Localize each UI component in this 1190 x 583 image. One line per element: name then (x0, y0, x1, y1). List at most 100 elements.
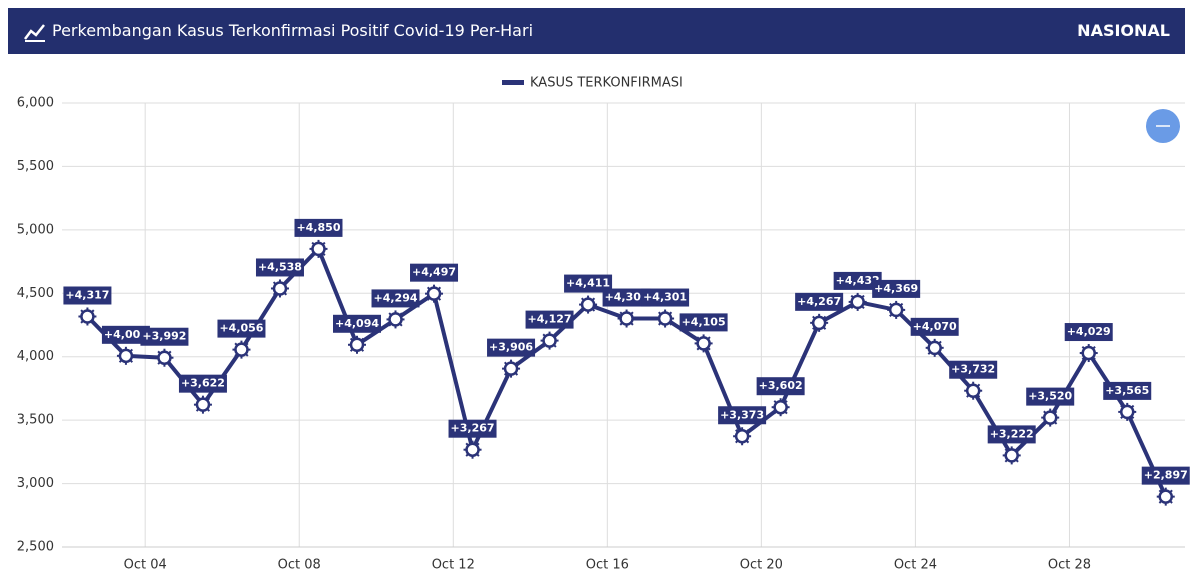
data-label: +4,105 (682, 315, 726, 328)
label-box (756, 377, 805, 396)
point (696, 336, 711, 351)
data-label: +4,432 (836, 274, 880, 287)
point (965, 383, 981, 398)
data-label: +4,411 (566, 277, 610, 290)
data-label: +3,906 (489, 341, 533, 354)
point (465, 442, 480, 457)
point (580, 297, 596, 312)
point (773, 399, 788, 415)
legend-swatch (502, 80, 524, 85)
y-tick-label: 4,500 (17, 286, 54, 301)
header-title: Perkembangan Kasus Terkonfirmasi Positif… (52, 21, 534, 40)
x-tick-label: Oct 16 (586, 558, 629, 573)
label-box (1026, 387, 1075, 406)
x-tick-label: Oct 24 (894, 558, 937, 573)
line (85, 246, 1168, 498)
label-box (564, 274, 613, 293)
x-tick-label: Oct 12 (432, 558, 475, 573)
y-tick-label: 3,500 (17, 413, 54, 428)
label-box (718, 406, 767, 425)
data-label: +3,222 (990, 427, 1034, 440)
data-label: +3,520 (1028, 390, 1072, 403)
point (850, 294, 865, 310)
data-label: +4,127 (528, 313, 572, 326)
point (1158, 489, 1173, 504)
data-label: +3,267 (451, 422, 495, 435)
label-box (602, 288, 651, 307)
data-label: +4,056 (219, 322, 263, 335)
data-label: +4,029 (1067, 325, 1111, 338)
label-box (910, 317, 959, 336)
point (311, 241, 326, 257)
point (388, 312, 403, 327)
data-label: +4,369 (874, 282, 918, 295)
point (272, 281, 288, 296)
data-label: +3,373 (720, 408, 764, 421)
data-label: +3,602 (759, 379, 803, 392)
point (1004, 448, 1019, 463)
point (157, 350, 172, 365)
point (542, 333, 557, 348)
data-label: +4,850 (296, 221, 340, 234)
data-label: +3,732 (951, 363, 995, 376)
y-tick-label: 5,000 (17, 222, 54, 237)
label-box (448, 419, 497, 438)
label-box (178, 374, 227, 393)
label-box (641, 288, 690, 307)
point (734, 429, 750, 444)
y-tick-label: 2,500 (17, 540, 54, 555)
data-label: +4,301 (643, 291, 687, 304)
point (80, 309, 95, 324)
data-label: +3,565 (1105, 384, 1149, 397)
legend-label: KASUS TERKONFIRMASI (530, 76, 683, 91)
point (349, 337, 365, 353)
label-box (487, 338, 536, 357)
point (1042, 410, 1058, 425)
point (1081, 345, 1096, 361)
data-label: +4,007 (104, 328, 148, 341)
label-box (255, 258, 304, 277)
header: Perkembangan Kasus Terkonfirmasi Positif… (8, 8, 1185, 54)
point (118, 348, 134, 364)
point (1119, 404, 1135, 420)
label-box (140, 327, 189, 346)
point (927, 340, 942, 356)
label-box (795, 292, 844, 311)
label-box (410, 263, 459, 282)
data-label: +4,497 (412, 266, 456, 279)
data-label: +4,301 (605, 291, 649, 304)
label-box (294, 218, 343, 237)
data-label: +4,538 (258, 260, 302, 273)
data-label: +4,267 (797, 295, 841, 308)
y-tick-label: 4,000 (17, 349, 54, 364)
label-box (833, 271, 882, 290)
point (811, 315, 827, 331)
label-box (1103, 381, 1152, 400)
label-box (987, 425, 1036, 444)
chart-icon (24, 24, 45, 42)
label-box (332, 314, 381, 333)
label-box (679, 313, 728, 332)
label-box (872, 279, 921, 298)
point (657, 311, 673, 326)
data-label: +3,622 (181, 377, 225, 390)
x-tick-label: Oct 28 (1048, 558, 1091, 573)
label-box (949, 360, 998, 379)
x-tick-label: Oct 04 (124, 558, 167, 573)
label-box (1064, 323, 1113, 342)
point (888, 302, 904, 318)
point (195, 397, 211, 412)
label-box (217, 319, 266, 338)
region: NASIONAL (1077, 21, 1170, 40)
data-label: +4,294 (374, 291, 418, 304)
label-box (525, 310, 574, 329)
point (619, 311, 634, 326)
label-box (1141, 466, 1190, 485)
point (426, 286, 442, 301)
label-box (63, 286, 112, 305)
data-label: +2,897 (1144, 469, 1188, 482)
data-label: +4,317 (65, 289, 109, 302)
data-label: +3,992 (142, 330, 186, 343)
label-box (371, 289, 420, 308)
